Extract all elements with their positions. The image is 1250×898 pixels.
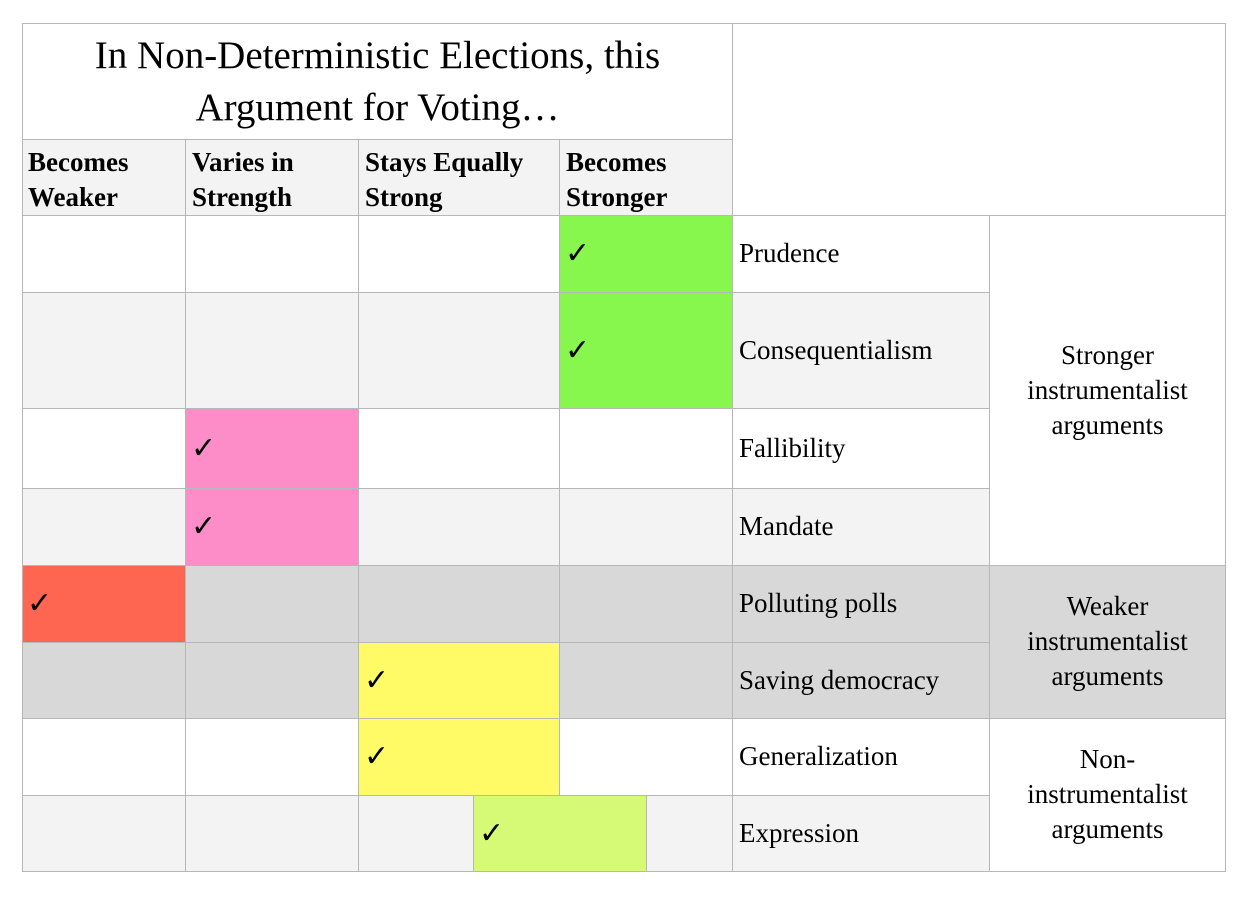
check-icon: ✓ xyxy=(364,662,390,698)
check-polluting-weaker: ✓ xyxy=(22,565,186,642)
column-header-equal: Stays Equally Strong xyxy=(365,147,524,212)
grid-line xyxy=(22,871,1226,872)
group-bg-weaker xyxy=(990,565,1226,718)
header-bg xyxy=(22,139,733,215)
grid-line xyxy=(22,292,990,293)
group-label-stronger: Stronger instrumentalist arguments xyxy=(1027,339,1188,440)
grid-line xyxy=(473,795,474,871)
group-label-non-instrumentalist: Non-instrumentalist arguments xyxy=(1027,744,1188,844)
row-bg-consequentialism xyxy=(22,292,990,408)
row-label-expression: Expression xyxy=(739,817,859,848)
check-prudence-stronger: ✓ xyxy=(560,215,733,292)
title-bg xyxy=(22,23,733,139)
table-title: In Non-Deterministic Elections, this Arg… xyxy=(94,34,661,129)
column-header-varies: Varies in Strength xyxy=(192,147,294,212)
check-icon: ✓ xyxy=(565,236,591,271)
grid-line xyxy=(22,565,1226,566)
check-icon: ✓ xyxy=(364,739,390,774)
group-bg-non xyxy=(990,718,1226,871)
row-label-saving-democracy: Saving democracy xyxy=(739,664,940,695)
check-mandate-varies: ✓ xyxy=(186,488,359,565)
grid-line xyxy=(646,795,647,871)
grid-line xyxy=(22,139,733,140)
grid-line xyxy=(22,795,990,796)
row-label-polluting-polls: Polluting polls xyxy=(739,588,898,618)
grid-line xyxy=(185,139,186,871)
grid-line xyxy=(358,139,359,871)
check-saving-equal: ✓ xyxy=(359,642,560,718)
grid-line xyxy=(559,139,560,795)
row-label-consequentialism: Consequentialism xyxy=(739,334,933,365)
check-consequentialism-stronger: ✓ xyxy=(560,292,733,408)
check-generalization-equal: ✓ xyxy=(359,718,560,795)
grid-line xyxy=(732,23,733,871)
row-label-generalization: Generalization xyxy=(739,741,898,771)
grid-line xyxy=(22,488,990,489)
group-label-weaker: Weaker instrumentalist arguments xyxy=(1027,591,1188,691)
grid-line xyxy=(22,408,990,409)
check-fallibility-varies: ✓ xyxy=(186,408,359,488)
check-icon: ✓ xyxy=(479,815,505,851)
group-bg-stronger xyxy=(990,215,1226,565)
check-icon: ✓ xyxy=(191,509,217,544)
row-bg-fallibility xyxy=(22,408,990,488)
row-label-mandate: Mandate xyxy=(739,511,834,541)
row-bg-prudence xyxy=(22,215,990,292)
grid-line xyxy=(1225,23,1226,871)
check-icon: ✓ xyxy=(191,430,217,466)
grid-line xyxy=(22,23,23,871)
column-header-weaker: Becomes Weaker xyxy=(28,147,129,212)
column-header-stronger: Becomes Stronger xyxy=(566,147,668,212)
grid-line xyxy=(989,215,990,871)
row-label-prudence: Prudence xyxy=(739,238,840,268)
grid-line xyxy=(22,215,1226,216)
row-bg-mandate xyxy=(22,488,990,565)
check-icon: ✓ xyxy=(27,586,53,621)
grid-line xyxy=(22,718,1226,719)
check-expression-between: ✓ xyxy=(474,795,647,871)
check-icon: ✓ xyxy=(565,332,591,368)
row-label-fallibility: Fallibility xyxy=(739,432,846,463)
grid-line xyxy=(22,23,1226,24)
grid-line xyxy=(22,642,990,643)
